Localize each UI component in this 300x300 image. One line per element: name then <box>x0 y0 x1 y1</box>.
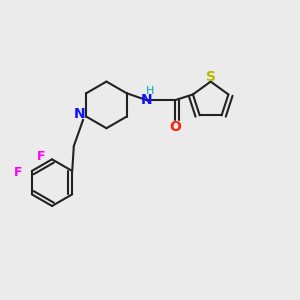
Text: F: F <box>37 150 45 163</box>
Text: O: O <box>169 120 181 134</box>
Text: S: S <box>206 70 216 84</box>
Text: N: N <box>141 93 153 107</box>
Text: N: N <box>74 107 85 121</box>
Text: H: H <box>146 86 154 96</box>
Text: F: F <box>14 166 22 179</box>
